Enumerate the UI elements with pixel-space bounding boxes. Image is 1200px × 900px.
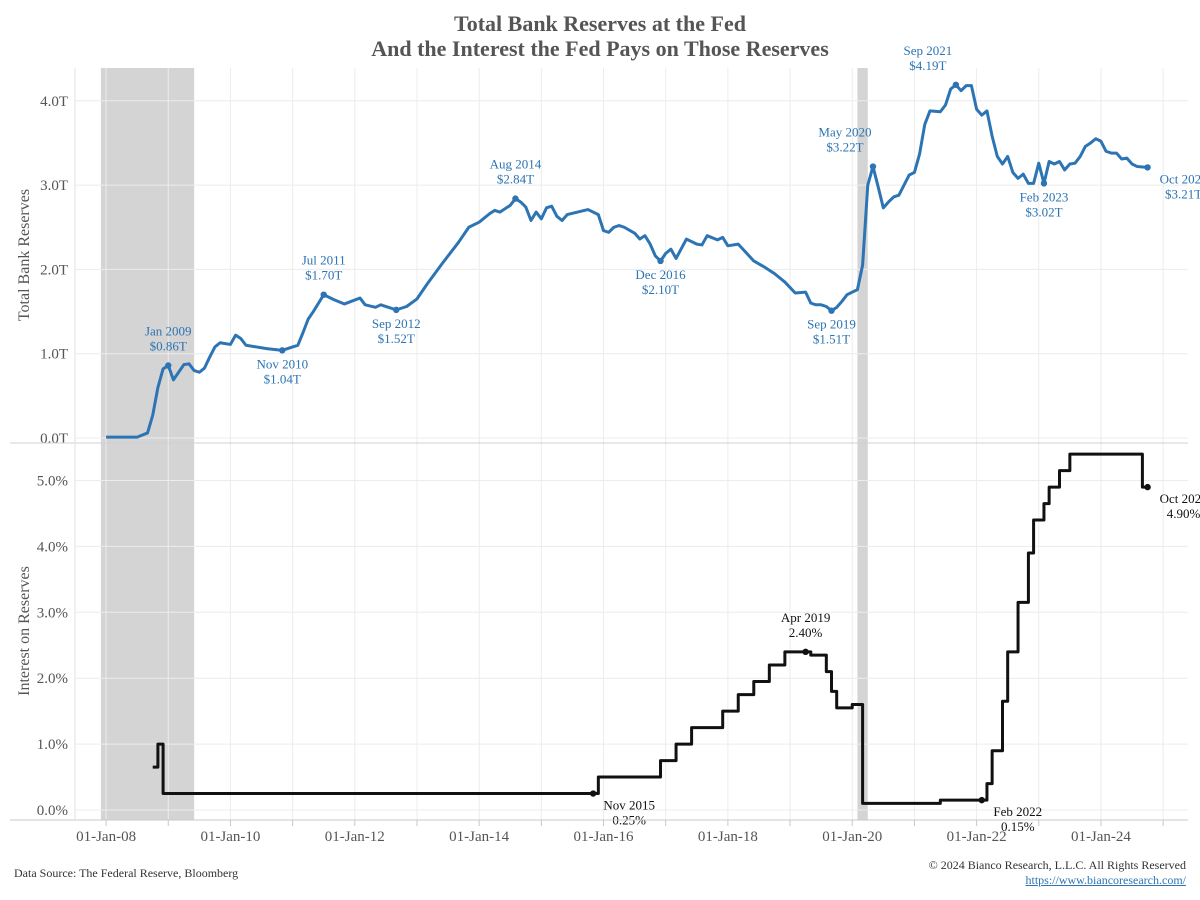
annotation-label-value: $3.22T: [826, 140, 863, 155]
annotation-label-date: Jan 2009: [145, 324, 192, 339]
annotation-marker: [828, 307, 835, 314]
copyright-block: © 2024 Bianco Research, L.L.C. All Right…: [929, 858, 1186, 888]
y-tick-label: 1.0%: [37, 737, 68, 753]
x-tick-label: 01-Jan-22: [947, 829, 1007, 845]
annotation-label-value: $1.52T: [378, 331, 415, 346]
annotation-label-date: Oct 2024: [1160, 171, 1200, 186]
reserves-panel: 0.0T 1.0T 2.0T 3.0T 4.0T Jan 2009$0.86T Nov 20…: [40, 43, 1200, 447]
annotation-marker: [978, 796, 985, 804]
data-source-note: Data Source: The Federal Reserve, Bloomb…: [14, 866, 239, 880]
x-axis: 01-Jan-08 01-Jan-10 01-Jan-12 01-Jan-14 01-J…: [10, 68, 1188, 845]
annotation-label-date: May 2020: [818, 125, 871, 140]
annotation-label-date: Feb 2022: [993, 804, 1042, 819]
y-axis-label-interest: Interest on Reserves: [16, 566, 33, 696]
y-tick-label: 4.0%: [37, 539, 68, 555]
annotation-label-date: Feb 2023: [1020, 189, 1069, 204]
y-axis-label-reserves: Total Bank Reserves: [16, 189, 33, 321]
y-tick-label: 2.0T: [40, 262, 68, 278]
annotation-label-value: $1.51T: [813, 332, 850, 347]
y-tick-label: 3.0%: [37, 605, 68, 621]
annotation-label-date: Nov 2010: [256, 356, 308, 371]
x-tick-label: 01-Jan-08: [76, 829, 136, 845]
annotation-label-date: Jul 2011: [302, 253, 346, 268]
annotation-label-value: $2.84T: [497, 172, 534, 187]
annotation-marker: [802, 648, 809, 656]
recession-shade: [100, 443, 195, 820]
annotation-marker: [1144, 483, 1151, 491]
annotation-label-date: Sep 2012: [372, 316, 421, 331]
x-tick-label: 01-Jan-16: [574, 829, 634, 845]
annotation-label-date: Oct 2024: [1160, 491, 1200, 506]
annotation-label-value: $4.19T: [909, 58, 946, 73]
annotation-marker: [279, 347, 286, 354]
annotation-label-date: Aug 2014: [490, 157, 542, 172]
annotation-marker: [1144, 164, 1151, 171]
annotation-label-value: $1.04T: [264, 371, 301, 386]
annotation-label-date: Nov 2015: [603, 798, 655, 813]
y-tick-label: 0.0T: [40, 431, 68, 447]
series-line: [152, 452, 1148, 805]
annotation-label-value: 4.90%: [1167, 506, 1200, 521]
annotation-label-date: Sep 2021: [903, 43, 952, 58]
annotation-marker: [512, 195, 519, 202]
annotation-label-value: $1.70T: [305, 268, 342, 283]
x-tick-label: 01-Jan-14: [449, 829, 509, 845]
annotation-label-date: Sep 2019: [807, 317, 856, 332]
annotation-label-date: Apr 2019: [781, 610, 830, 625]
x-tick-label: 01-Jan-10: [200, 829, 260, 845]
annotation-label-value: $2.10T: [642, 282, 679, 297]
x-tick-label: 01-Jan-18: [698, 829, 758, 845]
x-tick-label: 01-Jan-24: [1071, 829, 1131, 845]
annotation-label-value: 0.15%: [1001, 819, 1035, 834]
annotation-marker: [657, 257, 664, 265]
bianco-research-link[interactable]: https://www.biancoresearch.com/: [1025, 873, 1186, 887]
annotation-marker: [320, 291, 327, 298]
annotation-marker: [869, 163, 877, 170]
copyright-text: © 2024 Bianco Research, L.L.C. All Right…: [928, 858, 1186, 872]
recession-shade: [100, 68, 195, 443]
y-tick-label: 3.0T: [40, 178, 68, 194]
y-tick-label: 1.0T: [40, 347, 68, 363]
annotation-label-value: 2.40%: [789, 625, 823, 640]
annotation-marker: [165, 362, 172, 369]
annotation-label-date: Dec 2016: [635, 267, 686, 282]
x-tick-label: 01-Jan-20: [822, 829, 882, 845]
chart-subtitle: And the Interest the Fed Pays on Those R…: [371, 36, 829, 61]
annotation-marker: [1040, 180, 1048, 187]
x-tick-label: 01-Jan-12: [325, 829, 385, 845]
y-tick-label: 4.0T: [40, 94, 68, 110]
annotation-label-value: $3.21T: [1165, 186, 1200, 201]
y-tick-label: 0.0%: [37, 803, 68, 819]
annotation-marker: [393, 306, 400, 314]
interest-panel: 0.0%1.0%2.0%3.0%4.0%5.0%Nov 20150.25%Apr…: [37, 443, 1200, 834]
recession-shade: [857, 443, 868, 820]
annotation-label-value: $3.02T: [1025, 204, 1062, 219]
chart-title: Total Bank Reserves at the Fed: [454, 11, 746, 36]
annotation-label-value: $0.86T: [150, 339, 187, 354]
series-line: [106, 83, 1148, 439]
annotation-marker: [952, 81, 960, 88]
y-tick-label: 2.0%: [37, 671, 68, 687]
annotation-marker: [589, 790, 597, 797]
y-tick-label: 5.0%: [37, 474, 68, 490]
